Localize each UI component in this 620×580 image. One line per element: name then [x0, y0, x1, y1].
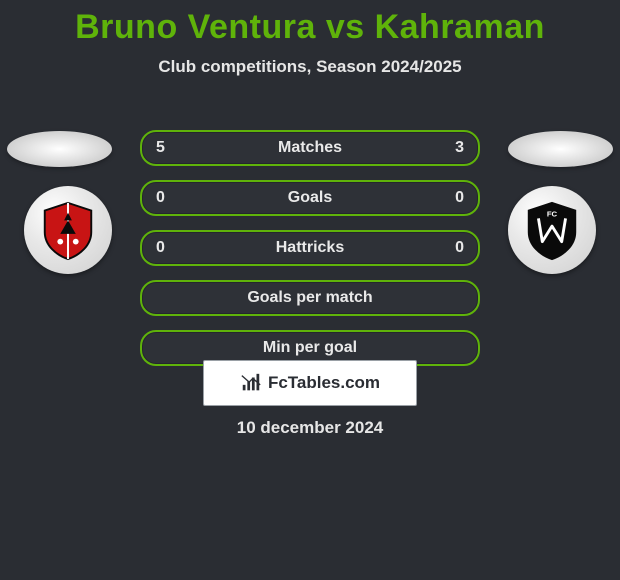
club-left-badge: [24, 186, 112, 274]
brand-box: FcTables.com: [203, 360, 417, 406]
stat-right-value: 0: [455, 239, 464, 257]
stat-right-value: 0: [455, 189, 464, 207]
club-right-shield-icon: FC: [521, 199, 583, 261]
page-subtitle: Club competitions, Season 2024/2025: [0, 57, 620, 77]
player-right-avatar-placeholder: [508, 131, 613, 167]
svg-text:FC: FC: [547, 209, 558, 218]
brand-text: FcTables.com: [268, 373, 380, 393]
club-right-badge: FC: [508, 186, 596, 274]
stats-column: 5 Matches 3 0 Goals 0 0 Hattricks 0 Goal…: [140, 130, 480, 380]
stat-label: Min per goal: [263, 339, 357, 357]
stat-row-matches: 5 Matches 3: [140, 130, 480, 166]
page-date: 10 december 2024: [0, 418, 620, 438]
stat-label: Goals: [288, 189, 332, 207]
page-title: Bruno Ventura vs Kahraman: [0, 8, 620, 47]
stat-left-value: 0: [156, 239, 165, 257]
player-left-avatar-placeholder: [7, 131, 112, 167]
stat-row-goals: 0 Goals 0: [140, 180, 480, 216]
stat-label: Matches: [278, 139, 342, 157]
stat-label: Hattricks: [276, 239, 344, 257]
club-left-shield-icon: [37, 199, 99, 261]
stat-left-value: 0: [156, 189, 165, 207]
stat-row-hattricks: 0 Hattricks 0: [140, 230, 480, 266]
stat-left-value: 5: [156, 139, 165, 157]
stat-row-goals-per-match: Goals per match: [140, 280, 480, 316]
bar-chart-icon: [240, 372, 262, 394]
stat-right-value: 3: [455, 139, 464, 157]
stat-label: Goals per match: [247, 289, 372, 307]
